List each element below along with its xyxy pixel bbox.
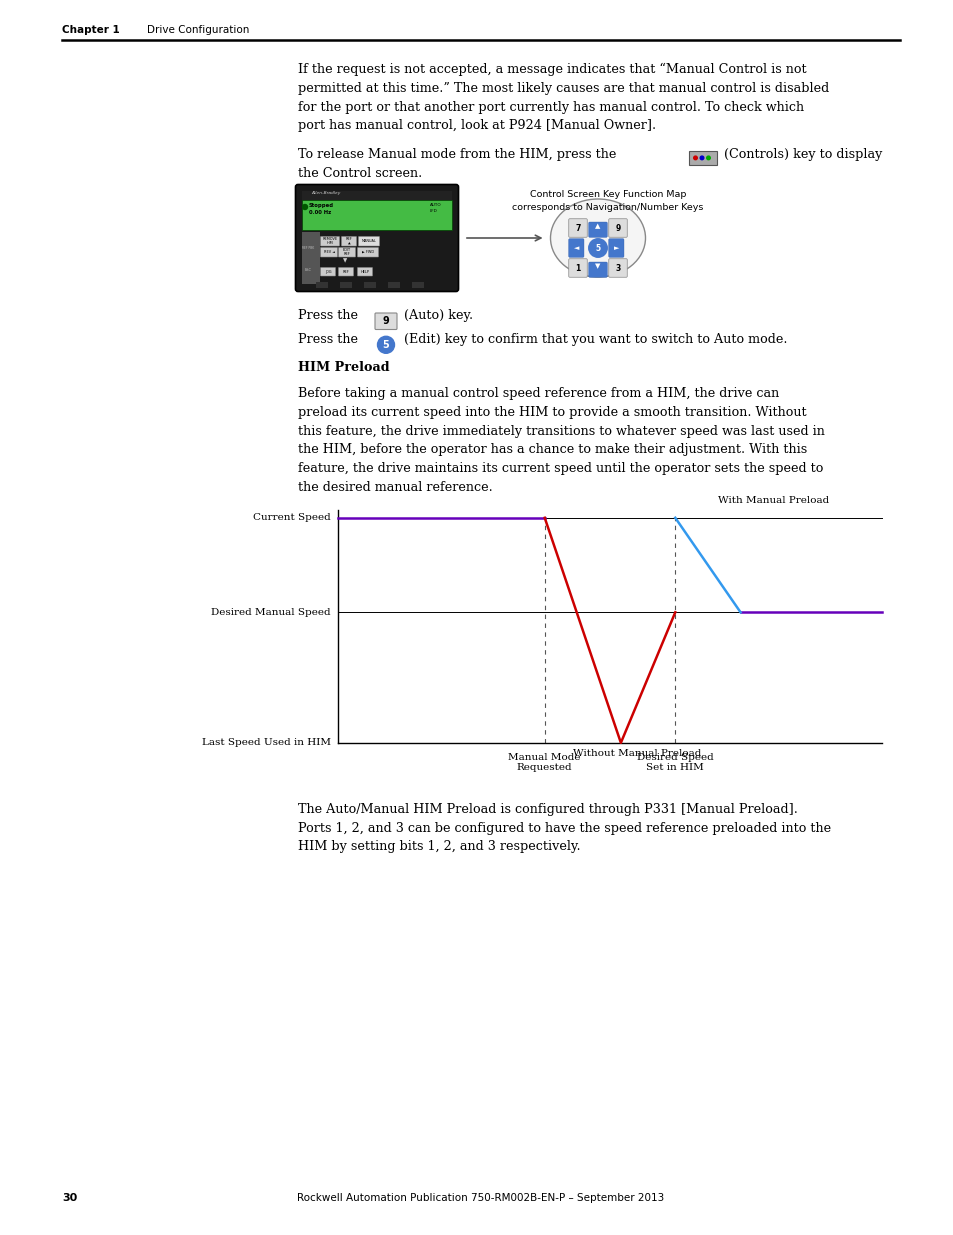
FancyBboxPatch shape [688,151,717,164]
Text: Press the: Press the [297,333,357,346]
Text: HIM Preload: HIM Preload [297,361,389,374]
Text: 1: 1 [575,263,580,273]
Text: 9: 9 [615,224,620,232]
Text: ▼: ▼ [342,258,347,263]
Text: Last Speed Used in HIM: Last Speed Used in HIM [202,739,331,747]
Text: Without Manual Preload: Without Manual Preload [573,748,700,758]
Text: REF: REF [342,269,349,274]
Bar [412,282,423,288]
Text: 9: 9 [382,316,389,326]
Text: Stopped: Stopped [309,203,334,207]
Bar [315,282,328,288]
Circle shape [588,238,607,257]
FancyBboxPatch shape [320,247,337,257]
Text: preload its current speed into the HIM to provide a smooth transition. Without: preload its current speed into the HIM t… [297,406,806,419]
Bar [364,282,375,288]
FancyBboxPatch shape [320,236,339,246]
Text: To release Manual mode from the HIM, press the: To release Manual mode from the HIM, pre… [297,148,616,162]
FancyBboxPatch shape [608,238,623,257]
Text: port has manual control, look at P924 [Manual Owner].: port has manual control, look at P924 [M… [297,120,656,132]
Text: If the request is not accepted, a message indicates that “Manual Control is not: If the request is not accepted, a messag… [297,63,806,77]
Text: the desired manual reference.: the desired manual reference. [297,480,493,494]
Text: for the port or that another port currently has manual control. To check which: for the port or that another port curren… [297,100,803,114]
Text: Before taking a manual control speed reference from a HIM, the drive can: Before taking a manual control speed ref… [297,387,779,400]
Text: the HIM, before the operator has a chance to make their adjustment. With this: the HIM, before the operator has a chanc… [297,443,806,457]
Text: ▲: ▲ [595,224,600,230]
FancyBboxPatch shape [568,259,587,277]
Text: Chapter 1: Chapter 1 [62,25,120,35]
Text: ►: ► [613,245,618,251]
FancyBboxPatch shape [588,222,607,237]
Circle shape [377,336,395,353]
Text: permitted at this time.” The most likely causes are that manual control is disab: permitted at this time.” The most likely… [297,82,828,95]
Text: ▶ FWD: ▶ FWD [361,249,374,254]
Text: Drive Configuration: Drive Configuration [133,25,249,35]
Text: The Auto/Manual HIM Preload is configured through P331 [Manual Preload].: The Auto/Manual HIM Preload is configure… [297,803,797,816]
Text: MANUAL: MANUAL [361,240,376,243]
Text: Desired Speed
Set in HIM: Desired Speed Set in HIM [637,753,713,772]
Text: 30: 30 [62,1193,77,1203]
Text: (Auto) key.: (Auto) key. [399,309,473,322]
Text: Press the: Press the [297,309,357,322]
Text: LFD: LFD [430,209,437,212]
Text: Allen-Bradley: Allen-Bradley [311,191,340,195]
Text: Rockwell Automation Publication 750-RM002B-EN-P – September 2013: Rockwell Automation Publication 750-RM00… [297,1193,664,1203]
Text: 5: 5 [382,340,389,350]
Bar [302,191,452,200]
Text: (Edit) key to confirm that you want to switch to Auto mode.: (Edit) key to confirm that you want to s… [399,333,786,346]
FancyBboxPatch shape [357,268,372,275]
Text: 7: 7 [575,224,580,232]
Text: REMOVE
HIM: REMOVE HIM [322,237,337,246]
FancyBboxPatch shape [357,247,378,257]
Circle shape [302,205,307,210]
FancyBboxPatch shape [338,247,355,257]
FancyBboxPatch shape [375,312,396,330]
Text: ◄: ◄ [573,245,578,251]
Text: Control Screen Key Function Map: Control Screen Key Function Map [529,190,685,199]
Text: Current Speed: Current Speed [253,514,331,522]
Ellipse shape [550,199,645,277]
FancyBboxPatch shape [568,219,587,237]
Bar [302,200,452,230]
Text: REV ◄: REV ◄ [323,249,335,254]
Text: Manual Mode
Requested: Manual Mode Requested [508,753,580,772]
Text: 5: 5 [595,243,600,252]
Text: REF PBK: REF PBK [301,246,314,249]
FancyBboxPatch shape [338,268,354,275]
Text: 3: 3 [615,263,620,273]
Text: (Controls) key to display: (Controls) key to display [720,148,882,162]
Circle shape [700,156,703,159]
Text: 0.00 Hz: 0.00 Hz [309,210,331,215]
Bar [388,282,399,288]
Text: EDIT
REF: EDIT REF [342,248,351,257]
Bar [302,232,319,284]
FancyBboxPatch shape [608,259,626,277]
FancyBboxPatch shape [341,236,356,246]
Text: Desired Manual Speed: Desired Manual Speed [212,608,331,616]
Text: corresponds to Navigation/Number Keys: corresponds to Navigation/Number Keys [512,203,703,212]
Text: AUTO: AUTO [430,203,441,207]
Circle shape [693,156,697,159]
FancyBboxPatch shape [568,238,583,257]
Text: JOG: JOG [324,269,331,274]
Text: this feature, the drive immediately transitions to whatever speed was last used : this feature, the drive immediately tran… [297,425,824,437]
FancyBboxPatch shape [608,219,626,237]
FancyBboxPatch shape [295,184,458,291]
Text: ▼: ▼ [595,263,600,269]
Text: the Control screen.: the Control screen. [297,167,422,180]
Text: Ports 1, 2, and 3 can be configured to have the speed reference preloaded into t: Ports 1, 2, and 3 can be configured to h… [297,821,830,835]
Text: With Manual Preload: With Manual Preload [717,495,828,505]
Bar [339,282,352,288]
FancyBboxPatch shape [358,236,379,246]
FancyBboxPatch shape [588,262,607,277]
FancyBboxPatch shape [320,268,335,275]
Text: HIM by setting bits 1, 2, and 3 respectively.: HIM by setting bits 1, 2, and 3 respecti… [297,840,580,853]
Circle shape [706,156,710,159]
Text: ESC: ESC [304,268,312,272]
Text: REF
▲: REF ▲ [345,237,352,246]
Text: HELP: HELP [360,269,369,274]
Text: feature, the drive maintains its current speed until the operator sets the speed: feature, the drive maintains its current… [297,462,822,475]
